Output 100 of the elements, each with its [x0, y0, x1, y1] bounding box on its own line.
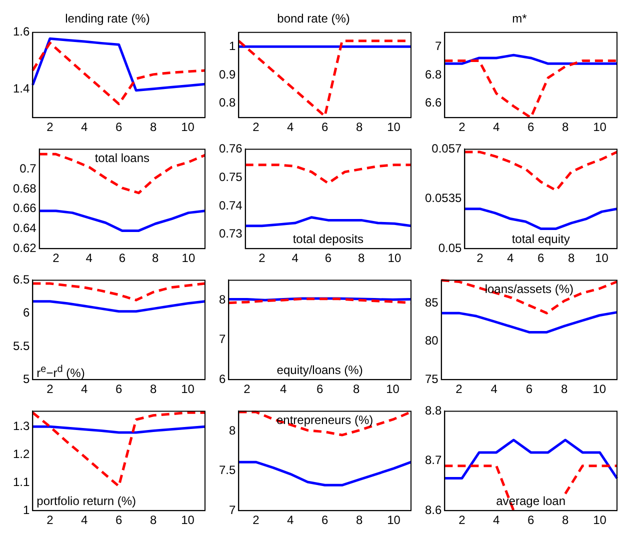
x-tick-label: 4	[493, 120, 500, 134]
annotation: entrepreneurs (%)	[276, 413, 374, 428]
x-tick-label: 2	[46, 513, 54, 528]
line-series	[38, 152, 206, 194]
x-tick-label: 4	[81, 513, 88, 528]
x-tick-label: 8	[568, 251, 575, 266]
x-tick-label: 10	[593, 120, 607, 134]
y-tick-label: 8.7	[424, 453, 442, 468]
x-tick-label: 8	[560, 382, 568, 396]
line-series	[31, 411, 206, 488]
annotation: total deposits	[292, 232, 364, 246]
y-tick-label: 1.6	[12, 24, 30, 39]
y-tick-label: 85	[424, 295, 439, 310]
x-tick-label: 6	[324, 251, 332, 266]
y-tick-label: 5	[22, 372, 30, 386]
x-tick-label: 2	[258, 251, 266, 266]
y-tick-label: 8	[218, 292, 226, 306]
line-series	[31, 282, 206, 302]
x-tick-label: 6	[115, 513, 122, 528]
chart-title: m*	[512, 12, 528, 26]
x-tick-label: 6	[118, 251, 126, 266]
x-tick-label: 4	[81, 120, 88, 134]
y-tick-label: 6.5	[12, 272, 30, 287]
y-tick-label: 1.4	[12, 82, 30, 96]
x-tick-label: 10	[181, 382, 195, 396]
x-tick-label: 2	[476, 251, 484, 266]
y-tick-label: 0.7	[20, 161, 37, 176]
chart-title: bond rate (%)	[277, 12, 350, 26]
line-series	[244, 164, 412, 185]
x-tick-label: 2	[252, 120, 260, 134]
x-tick-label: 4	[287, 513, 294, 528]
y-tick-label: 0.73	[218, 226, 243, 241]
y-tick-label: 7.5	[218, 463, 236, 478]
x-tick-label: 2	[52, 251, 60, 266]
x-tick-label: 10	[386, 382, 400, 396]
y-tick-label: 80	[424, 334, 439, 348]
x-tick-label: 6	[115, 382, 122, 396]
y-tick-label: 7	[218, 332, 226, 346]
y-tick-label: 6	[218, 372, 226, 386]
y-tick-label: 0.66	[12, 201, 37, 216]
x-tick-label: 4	[507, 251, 514, 266]
y-tick-label: 0.0535	[425, 191, 462, 206]
y-tick-label: 6	[22, 306, 30, 320]
x-tick-label: 2	[244, 382, 251, 396]
x-tick-label: 8	[150, 513, 157, 528]
x-tick-label: 6	[538, 251, 545, 266]
x-tick-label: 6	[527, 120, 534, 134]
x-tick-label: 2	[46, 120, 54, 134]
x-tick-label: 6	[115, 120, 122, 134]
x-tick-label: 10	[593, 513, 607, 528]
y-tick-label: 0.057	[432, 142, 462, 156]
y-tick-label: 1	[228, 38, 236, 53]
x-tick-label: 4	[292, 251, 299, 266]
x-tick-label: 2	[458, 120, 466, 134]
chart-title: lending rate (%)	[65, 12, 150, 26]
y-tick-label: 75	[424, 372, 439, 386]
y-tick-label: 0.64	[12, 221, 37, 236]
x-tick-label: 6	[321, 120, 328, 134]
x-tick-label: 6	[526, 382, 533, 396]
line-series	[463, 150, 618, 192]
x-tick-label: 8	[562, 513, 569, 528]
y-tick-label: 7	[434, 38, 442, 53]
x-tick-label: 10	[387, 120, 401, 134]
y-tick-label: 1.3	[12, 418, 30, 433]
x-tick-label: 6	[321, 513, 328, 528]
annotation: equity/loans (%)	[276, 362, 363, 377]
x-tick-label: 6	[527, 513, 534, 528]
x-tick-label: 4	[86, 251, 93, 266]
x-tick-label: 10	[595, 251, 609, 266]
x-tick-label: 8	[150, 382, 157, 396]
y-tick-label: 7	[228, 502, 236, 517]
x-tick-label: 4	[280, 382, 288, 396]
annotation: total loans	[94, 151, 150, 166]
x-tick-label: 8	[358, 251, 365, 266]
annotation: loans/assets (%)	[484, 282, 574, 296]
y-tick-label: 0.9	[218, 67, 236, 82]
y-tick-label: 0.76	[218, 142, 243, 156]
y-tick-label: 1.1	[12, 474, 30, 489]
y-tick-label: 6.6	[424, 96, 442, 110]
line-series	[440, 278, 618, 314]
x-tick-label: 8	[352, 382, 360, 396]
annotation: portfolio return (%)	[36, 494, 136, 508]
x-tick-label: 4	[493, 513, 500, 528]
x-tick-label: 8	[562, 120, 569, 134]
x-tick-label: 10	[182, 251, 196, 266]
x-tick-label: 4	[287, 120, 294, 134]
x-tick-label: 8	[356, 120, 363, 134]
x-tick-label: 10	[387, 513, 401, 528]
annotation: average loan	[496, 494, 566, 508]
y-tick-label: 0.05	[438, 240, 462, 255]
y-tick-label: 8	[228, 423, 236, 438]
x-tick-label: 8	[150, 120, 157, 134]
annotation: r$^{e}$−r$^{d}$ (%)	[36, 364, 85, 380]
y-tick-label: 0.75	[218, 170, 243, 184]
y-tick-label: 0.62	[12, 240, 37, 255]
y-tick-label: 0.8	[218, 96, 236, 110]
x-tick-label: 10	[181, 120, 195, 134]
x-tick-label: 2	[456, 382, 463, 396]
line-series	[31, 42, 206, 106]
y-tick-label: 0.68	[12, 181, 37, 196]
